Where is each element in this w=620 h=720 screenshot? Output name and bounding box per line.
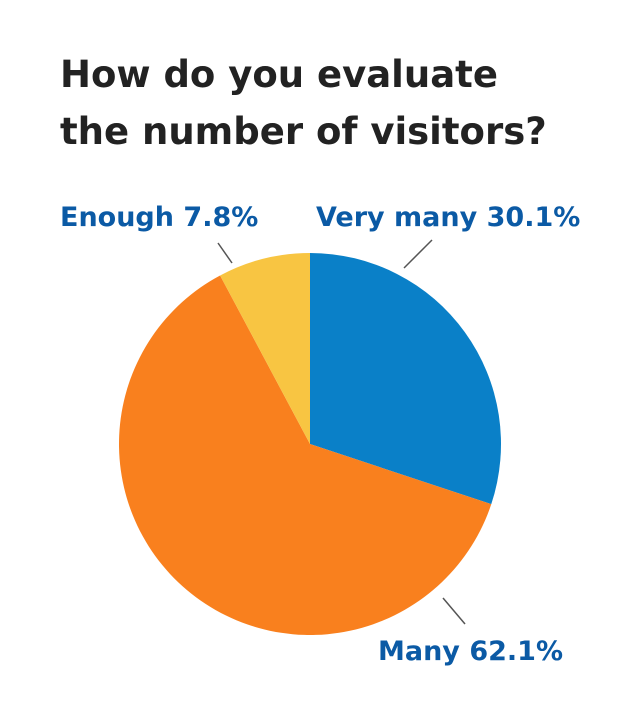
- label-value: 30.1%: [487, 202, 581, 233]
- leader-line: [442, 597, 466, 625]
- pie-slice: [220, 253, 310, 444]
- label-name: Many: [378, 636, 460, 667]
- data-label: Enough 7.8%: [60, 202, 258, 233]
- pie: [119, 253, 501, 636]
- leader-line: [217, 242, 233, 264]
- pie-slice: [310, 253, 501, 505]
- label-name: Enough: [60, 202, 174, 233]
- leader-line: [403, 239, 433, 269]
- label-value: 62.1%: [469, 636, 563, 667]
- data-label: Many 62.1%: [378, 636, 563, 667]
- pie-slice: [119, 275, 492, 636]
- label-name: Very many: [316, 202, 478, 233]
- chart-title: How do you evaluate the number of visito…: [60, 53, 547, 153]
- data-label: Very many 30.1%: [316, 202, 580, 233]
- label-value: 7.8%: [183, 202, 258, 233]
